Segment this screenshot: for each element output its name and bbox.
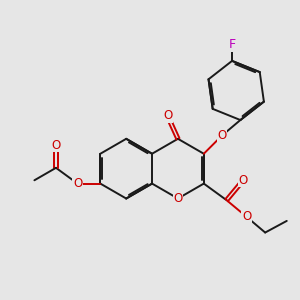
Text: O: O	[242, 210, 251, 223]
Text: F: F	[229, 38, 236, 51]
Text: O: O	[51, 139, 61, 152]
Text: O: O	[173, 192, 183, 205]
Text: O: O	[73, 177, 82, 190]
Text: O: O	[218, 129, 226, 142]
Text: O: O	[163, 110, 172, 122]
Text: O: O	[238, 174, 248, 187]
